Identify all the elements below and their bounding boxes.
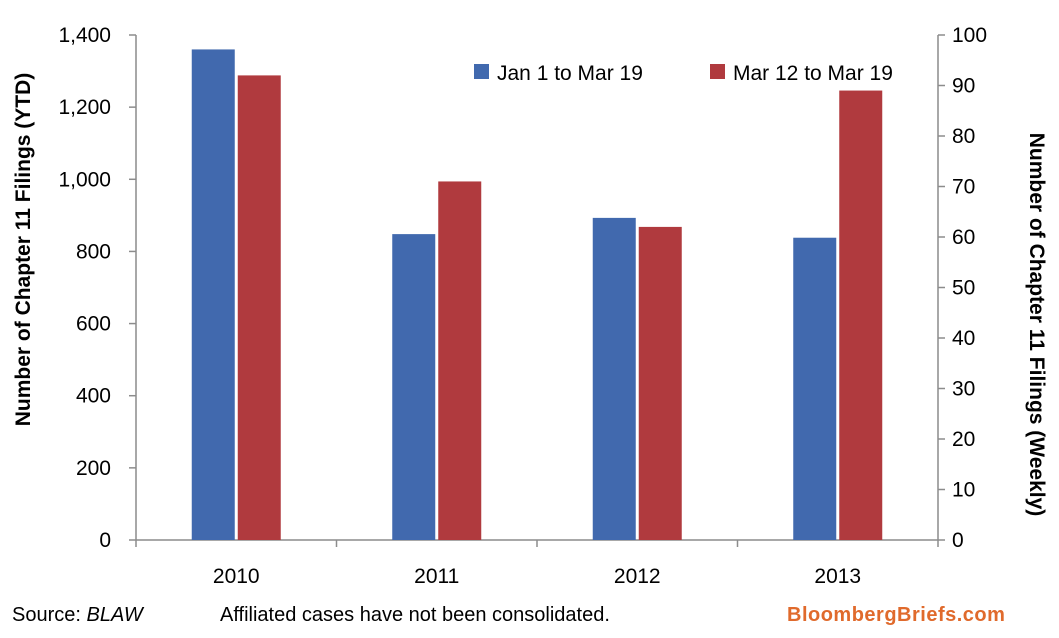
source-value: BLAW — [86, 604, 143, 626]
left-tick-label: 200 — [76, 457, 111, 480]
right-tick-label: 40 — [952, 327, 975, 350]
left-tick-label: 600 — [76, 313, 111, 336]
bar-mar12-to-mar19 — [237, 75, 281, 541]
x-tick-label: 2012 — [614, 565, 661, 588]
right-tick-label: 60 — [952, 226, 975, 249]
x-tick-label: 2010 — [213, 565, 260, 588]
bar-jan1-to-mar19 — [592, 217, 636, 540]
right-axis-title: Number of Chapter 11 Filings (Weekly) — [1025, 133, 1048, 517]
left-tick-label: 0 — [99, 529, 111, 552]
left-tick-label: 400 — [76, 385, 111, 408]
right-tick-label: 90 — [952, 75, 975, 98]
left-tick-label: 1,400 — [58, 24, 111, 47]
right-tick-label: 100 — [952, 24, 987, 47]
legend-swatch — [474, 64, 489, 79]
x-tick-label: 2011 — [414, 565, 459, 588]
right-tick-label: 70 — [952, 176, 975, 199]
chart: 0 200 400 600 800 1,000 1,200 1,400 0 10 20 30 40 50 6… — [12, 24, 1048, 588]
left-axis-title: Number of Chapter 11 Filings (YTD) — [12, 73, 35, 427]
legend-label: Mar 12 to Mar 19 — [733, 62, 893, 85]
right-tick-label: 10 — [952, 479, 975, 502]
bar-jan1-to-mar19 — [392, 234, 436, 540]
left-tick-label: 1,200 — [58, 96, 111, 119]
right-tick-label: 50 — [952, 277, 975, 300]
bar-mar12-to-mar19 — [839, 90, 883, 541]
bar-jan1-to-mar19 — [793, 237, 837, 540]
brand-text: BloombergBriefs.com — [787, 604, 1006, 626]
legend-label: Jan 1 to Mar 19 — [497, 62, 643, 85]
x-tick-label: 2013 — [814, 565, 861, 588]
footnote: Affiliated cases have not been consolida… — [220, 604, 610, 626]
bar-jan1-to-mar19 — [191, 49, 235, 541]
left-tick-label: 1,000 — [58, 168, 111, 191]
source-note: Source: BLAW — [12, 604, 143, 627]
bar-mar12-to-mar19 — [638, 226, 682, 540]
legend-swatch — [710, 64, 725, 79]
left-tick-label: 800 — [76, 240, 111, 263]
right-tick-label: 30 — [952, 378, 975, 401]
right-tick-label: 0 — [952, 529, 964, 552]
right-tick-label: 20 — [952, 428, 975, 451]
right-tick-label: 80 — [952, 125, 975, 148]
source-label: Source: — [12, 604, 87, 626]
bar-mar12-to-mar19 — [438, 181, 482, 540]
